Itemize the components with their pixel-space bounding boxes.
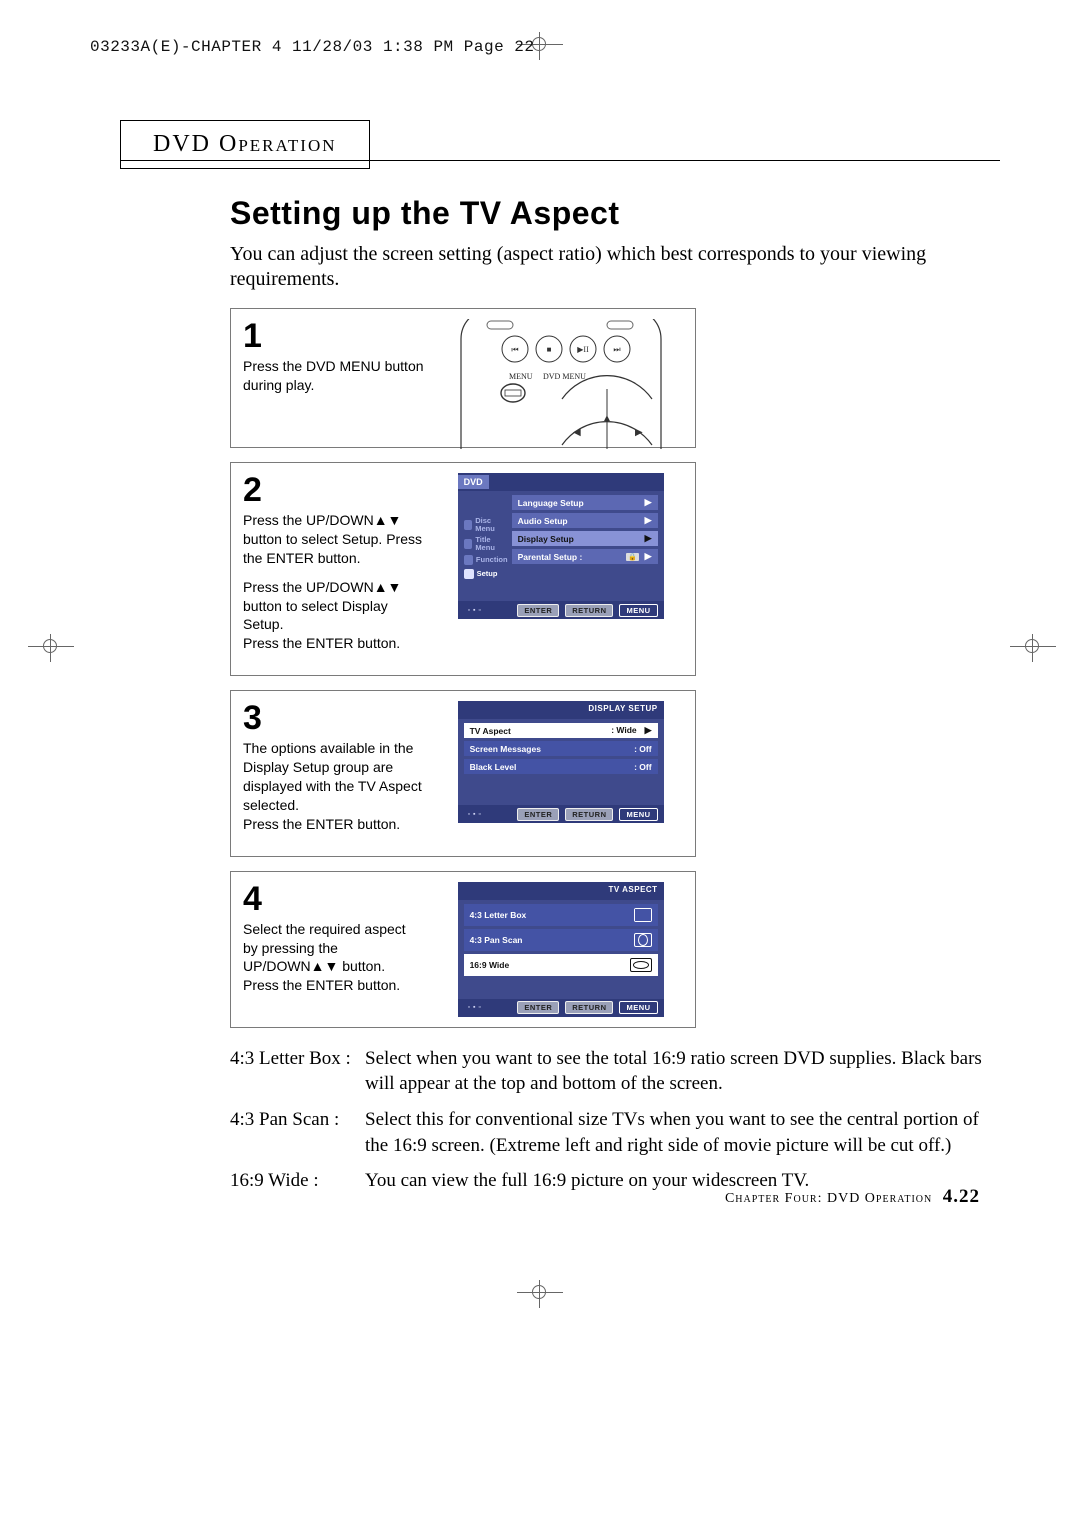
osd-row-tv-aspect: TV Aspect : Wide▶ xyxy=(464,723,658,738)
step-number: 3 xyxy=(243,701,424,735)
osd-hint-icons: ▫ ▪ ▫ xyxy=(468,811,482,818)
svg-text:◀: ◀ xyxy=(573,427,581,438)
document-page: 03233A(E)-CHAPTER 4 11/28/03 1:38 PM Pag… xyxy=(0,0,1080,1525)
def-label-panscan: 4:3 Pan Scan : xyxy=(230,1107,365,1158)
svg-text:▶: ▶ xyxy=(635,427,643,438)
step-number: 1 xyxy=(243,319,424,353)
step-3-text: The options available in the Display Set… xyxy=(243,739,424,833)
step-4: 4 Select the required aspect by pressing… xyxy=(230,871,696,1028)
svg-text:■: ■ xyxy=(546,345,551,354)
svg-text:⏭: ⏭ xyxy=(613,345,620,354)
step-2-text-a: Press the UP/DOWN▲▼ button to select Set… xyxy=(243,511,424,568)
osd-row-parental-setup: Parental Setup :🔒▶ xyxy=(512,549,658,564)
step-4-text: Select the required aspect by pressing t… xyxy=(243,920,424,996)
osd-hint-icons: ▫ ▪ ▫ xyxy=(468,1004,482,1011)
def-label-wide: 16:9 Wide : xyxy=(230,1168,365,1194)
step-number: 2 xyxy=(243,473,424,507)
step-1-text: Press the DVD MENU button during play. xyxy=(243,357,424,395)
osd-row-screen-messages: Screen Messages : Off xyxy=(464,741,658,756)
osd-setup-menu: DVD Disc Menu Title Menu Function Setup … xyxy=(458,473,664,619)
def-label-letterbox: 4:3 Letter Box : xyxy=(230,1046,365,1097)
page-title: Setting up the TV Aspect xyxy=(230,195,1000,232)
remote-illustration: ⏮ ■ ▶II ⏭ MENU DVD MENU xyxy=(457,319,665,449)
osd-display-setup: DISPLAY SETUP TV Aspect : Wide▶ Screen M… xyxy=(458,701,664,823)
osd-row-display-setup: Display Setup▶ xyxy=(512,531,658,546)
osd-header-display-setup: DISPLAY SETUP xyxy=(588,704,657,713)
osd-row-language-setup: Language Setup▶ xyxy=(512,495,658,510)
panscan-icon xyxy=(634,933,652,947)
print-job-header: 03233A(E)-CHAPTER 4 11/28/03 1:38 PM Pag… xyxy=(90,38,534,56)
step-number: 4 xyxy=(243,882,424,916)
footer-page-number: 4.22 xyxy=(943,1186,980,1207)
osd-sidebar-setup: Setup xyxy=(462,567,508,581)
osd-dvd-tag: DVD xyxy=(458,475,489,489)
step-1: 1 Press the DVD MENU button during play.… xyxy=(230,308,696,448)
remote-label-menu: MENU xyxy=(509,372,533,381)
def-text-panscan: Select this for conventional size TVs wh… xyxy=(365,1107,1000,1158)
osd-row-panscan: 4:3 Pan Scan xyxy=(464,929,658,951)
aspect-definitions: 4:3 Letter Box : Select when you want to… xyxy=(230,1046,1000,1194)
osd-row-black-level: Black Level : Off xyxy=(464,759,658,774)
step-2: 2 Press the UP/DOWN▲▼ button to select S… xyxy=(230,462,696,676)
page-footer: Chapter Four: DVD Operation 4.22 xyxy=(725,1186,980,1208)
remote-label-dvdmenu: DVD MENU xyxy=(543,372,586,381)
intro-text: You can adjust the screen setting (aspec… xyxy=(230,242,1000,292)
osd-tv-aspect: TV ASPECT 4:3 Letter Box 4:3 Pan Scan xyxy=(458,882,664,1017)
osd-sidebar-title-menu: Title Menu xyxy=(462,534,508,553)
osd-return-button: RETURN xyxy=(565,604,613,617)
step-3: 3 The options available in the Display S… xyxy=(230,690,696,856)
osd-enter-button: ENTER xyxy=(517,604,559,617)
section-heading-box: DVD Operation xyxy=(120,120,370,169)
osd-return-button: RETURN xyxy=(565,1001,613,1014)
osd-sidebar-disc-menu: Disc Menu xyxy=(462,515,508,534)
svg-text:▶II: ▶II xyxy=(577,345,589,354)
osd-menu-button: MENU xyxy=(619,808,657,821)
svg-text:⏮: ⏮ xyxy=(511,345,518,354)
main-content: Setting up the TV Aspect You can adjust … xyxy=(230,195,1000,1204)
footer-chapter: Chapter Four: DVD Operation xyxy=(725,1191,932,1206)
osd-row-letterbox: 4:3 Letter Box xyxy=(464,904,658,926)
osd-enter-button: ENTER xyxy=(517,1001,559,1014)
osd-sidebar-function: Function xyxy=(462,553,508,567)
lock-icon: 🔒 xyxy=(626,553,639,561)
wide-icon xyxy=(630,958,652,972)
def-text-letterbox: Select when you want to see the total 16… xyxy=(365,1046,1000,1097)
osd-enter-button: ENTER xyxy=(517,808,559,821)
osd-header-tv-aspect: TV ASPECT xyxy=(608,885,657,894)
step-2-text-b: Press the UP/DOWN▲▼ button to select Dis… xyxy=(243,578,424,654)
osd-return-button: RETURN xyxy=(565,808,613,821)
osd-row-169wide: 16:9 Wide xyxy=(464,954,658,976)
osd-hint-icons: ▫ ▪ ▫ xyxy=(468,607,482,614)
svg-text:▲: ▲ xyxy=(602,413,612,424)
osd-menu-button: MENU xyxy=(619,1001,657,1014)
osd-menu-button: MENU xyxy=(619,604,657,617)
section-rule xyxy=(120,160,1000,161)
osd-row-audio-setup: Audio Setup▶ xyxy=(512,513,658,528)
letterbox-icon xyxy=(634,908,652,922)
